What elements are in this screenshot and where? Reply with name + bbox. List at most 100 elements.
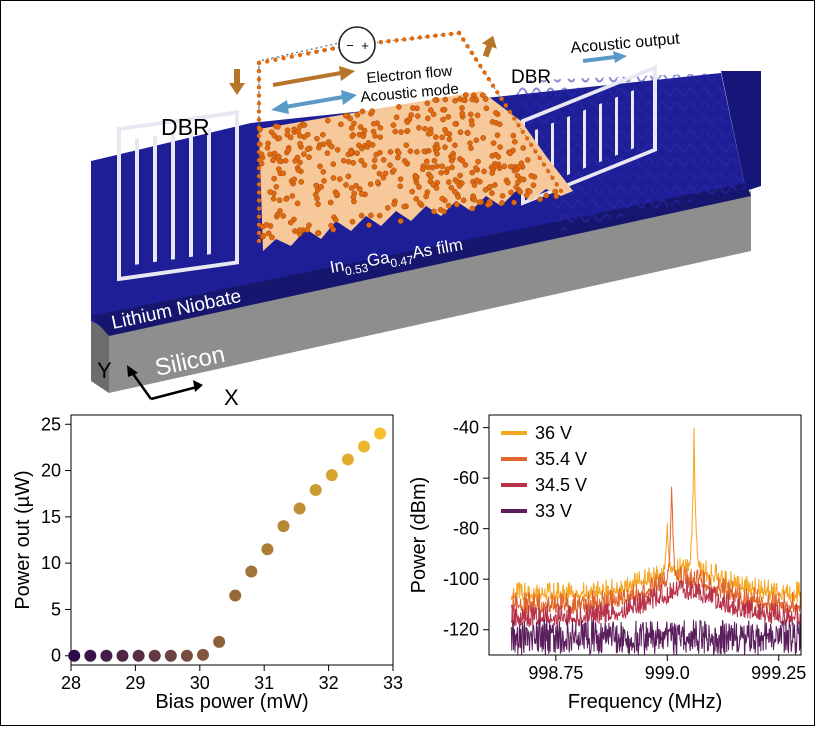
electron bbox=[469, 205, 476, 212]
electron bbox=[275, 124, 281, 130]
wire-electron bbox=[486, 76, 491, 82]
wire-electron bbox=[256, 117, 262, 122]
electron bbox=[428, 174, 434, 180]
wire-electron bbox=[256, 174, 262, 179]
electron bbox=[496, 121, 503, 128]
wire-electron bbox=[256, 125, 262, 130]
electron bbox=[423, 158, 430, 165]
electron bbox=[515, 179, 521, 186]
electron bbox=[297, 132, 303, 139]
wire-electron bbox=[256, 85, 262, 90]
data-point bbox=[374, 427, 387, 440]
electron bbox=[439, 134, 446, 141]
data-point bbox=[100, 649, 113, 662]
electron bbox=[507, 163, 514, 170]
wire-electrons bbox=[256, 30, 564, 244]
data-point bbox=[84, 649, 97, 662]
electron bbox=[444, 166, 451, 173]
electron bbox=[296, 227, 303, 233]
electron bbox=[280, 213, 287, 219]
film-label: In0.53Ga0.47As film bbox=[328, 235, 465, 281]
electron bbox=[280, 170, 287, 177]
electron bbox=[409, 188, 416, 195]
wire-electron bbox=[482, 70, 487, 75]
y-tick-label: -80 bbox=[453, 519, 479, 539]
electron bbox=[414, 149, 420, 155]
electron bbox=[489, 190, 495, 196]
wire-electron bbox=[256, 149, 262, 155]
electron bbox=[325, 117, 331, 124]
electron bbox=[369, 108, 376, 115]
y-tick-label: -40 bbox=[453, 418, 479, 438]
electron bbox=[343, 182, 349, 188]
electron bbox=[489, 170, 496, 176]
wire-electron bbox=[378, 39, 383, 45]
electron bbox=[370, 120, 377, 127]
electron bbox=[295, 167, 302, 173]
wire-electron bbox=[330, 46, 335, 51]
electron bbox=[360, 133, 367, 139]
electron bbox=[424, 100, 431, 107]
wire-electron bbox=[478, 63, 483, 69]
electron bbox=[460, 197, 467, 204]
electron bbox=[353, 182, 359, 189]
electron bbox=[459, 105, 465, 111]
data-point bbox=[261, 543, 274, 556]
electron bbox=[438, 169, 445, 176]
wire-electron bbox=[322, 48, 327, 53]
electron bbox=[443, 130, 450, 137]
y-tick-label: -60 bbox=[453, 468, 479, 488]
electron bbox=[354, 150, 360, 157]
electron bbox=[468, 145, 474, 151]
electron bbox=[345, 173, 352, 180]
axis-x-label: X bbox=[224, 385, 239, 410]
scatter-chart: 28 29 30 31 32 33 0 5 10 15 20 25 Bias power (mW) P… bbox=[12, 414, 403, 713]
electron bbox=[359, 145, 365, 152]
electron bbox=[431, 208, 437, 215]
electron bbox=[347, 149, 354, 155]
wire-electron bbox=[256, 238, 262, 244]
electron bbox=[493, 162, 499, 169]
electron bbox=[457, 129, 464, 136]
electron bbox=[414, 113, 421, 119]
electron bbox=[330, 161, 337, 167]
electron bbox=[315, 144, 322, 151]
wire-electron bbox=[256, 157, 262, 163]
electron bbox=[313, 182, 320, 189]
electron bbox=[275, 166, 282, 172]
electron bbox=[372, 133, 378, 139]
data-point bbox=[341, 453, 354, 466]
wire-electron bbox=[469, 50, 474, 55]
scatter-ticks: 28 29 30 31 32 33 0 5 10 15 20 25 bbox=[41, 414, 403, 693]
wire-electron bbox=[490, 83, 496, 88]
spectrum-line bbox=[510, 619, 802, 656]
electron bbox=[474, 112, 481, 119]
circuit-wire-right bbox=[372, 32, 562, 192]
electron bbox=[441, 208, 447, 215]
y-tick-label: 20 bbox=[41, 461, 61, 481]
electron bbox=[267, 151, 273, 158]
electron bbox=[403, 142, 410, 149]
wire-electron bbox=[449, 31, 454, 37]
scatter-plot-area bbox=[70, 414, 394, 666]
electron bbox=[499, 192, 506, 199]
electron bbox=[513, 184, 520, 190]
data-point bbox=[293, 502, 306, 515]
electron bbox=[452, 97, 458, 104]
electron bbox=[294, 200, 301, 207]
wire-electron bbox=[256, 222, 262, 227]
electron bbox=[469, 169, 476, 176]
wire-electron bbox=[402, 37, 407, 42]
electron bbox=[442, 96, 449, 103]
wire-electron bbox=[503, 103, 508, 108]
electron bbox=[371, 157, 378, 164]
electron bbox=[328, 143, 335, 150]
wire-electron bbox=[256, 77, 262, 82]
electron bbox=[459, 110, 466, 117]
electron bbox=[357, 124, 364, 130]
electron bbox=[499, 200, 505, 206]
data-point bbox=[148, 649, 161, 662]
electron bbox=[301, 151, 307, 157]
wire-electron bbox=[297, 52, 303, 58]
